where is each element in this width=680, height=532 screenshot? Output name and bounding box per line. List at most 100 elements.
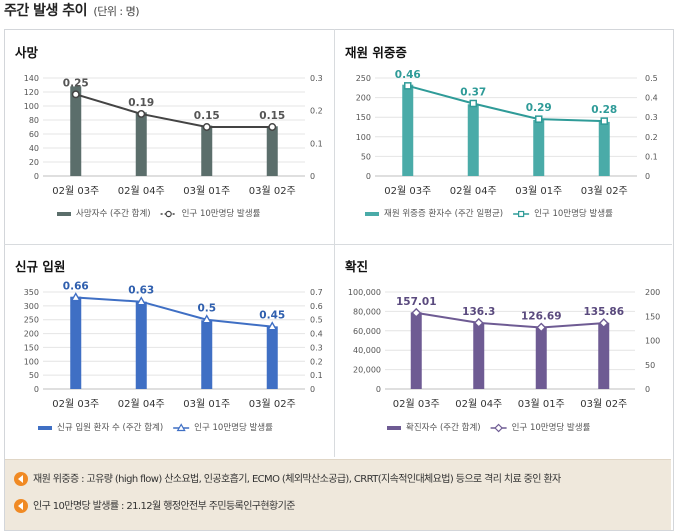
y-left-tick: 250 [24,316,39,325]
bar [70,296,82,389]
y-left-tick: 0 [376,385,381,394]
y-left-tick: 50 [361,152,371,161]
rate-line [75,93,273,128]
y-right-tick: 0.5 [310,316,323,325]
y-left-tick: 300 [24,302,39,311]
y-left-tick: 200 [24,330,39,339]
vertical-divider [334,29,335,457]
y-right-tick: 0.4 [645,94,658,103]
line-point [404,82,412,90]
bar [135,301,147,389]
category-label: 03월 02주 [581,185,628,197]
category-label: 03월 01주 [183,398,230,410]
data-label: 0.29 [526,102,552,114]
legend-bar-label: 신규 입원 환자 수 (주간 합계) [57,422,163,433]
bar [598,322,610,389]
legend-bar-label: 확진자수 (주간 합계) [406,422,481,433]
y-left-tick: 100 [356,133,371,142]
chart-title: 신규 입원 [15,259,65,274]
y-left-tick: 50 [29,371,39,380]
line-point [473,317,484,328]
legend-marker [165,210,172,218]
bar [201,320,213,389]
category-label: 02월 04주 [455,398,502,410]
y-right-tick: 0.3 [645,113,658,122]
y-right-tick: 0.3 [310,74,323,83]
rate-line [75,296,273,328]
y-left-tick: 350 [24,288,39,297]
y-right-tick: 0.1 [310,371,323,380]
rate-line [416,311,604,329]
note-text: 인구 10만명당 발생률 : 21.12월 행정안전부 주민등록인구현황기준 [33,501,295,512]
data-label: 157.01 [396,296,437,308]
y-right-tick: 0.3 [310,343,323,352]
chart-title: 사망 [15,45,39,60]
chart-title: 재원 위중증 [345,45,407,60]
data-label: 0.37 [460,86,486,98]
legend-bar-swatch [57,212,71,216]
data-label: 0.15 [259,110,285,122]
y-left-tick: 150 [24,343,39,352]
y-right-tick: 200 [645,288,660,297]
y-right-tick: 0 [310,172,315,181]
y-left-tick: 80,000 [353,307,381,316]
line-point [137,109,146,118]
line-point [202,123,211,131]
y-right-tick: 0.2 [645,133,658,142]
y-right-tick: 0.5 [645,74,658,83]
bar [467,104,479,176]
y-left-tick: 20 [29,158,39,167]
category-label: 02월 03주 [52,398,99,410]
y-right-tick: 0 [645,172,650,181]
data-label: 0.15 [194,110,220,122]
legend-bar-label: 사망자수 (주간 합계) [76,208,151,219]
legend-bar-swatch [365,212,379,216]
y-left-tick: 0 [34,385,39,394]
bar [410,312,422,389]
bar [533,119,545,176]
line-point [268,123,277,131]
y-left-tick: 60 [29,130,39,139]
bar [201,125,213,176]
category-label: 02월 04주 [118,398,165,410]
data-label: 135.86 [583,306,624,318]
note-text: 재원 위중증 : 고유량 (high flow) 산소요법, 인공호흡기, EC… [33,474,561,485]
chart-critical: 재원 위중증 0 50 100 150 200 250 0 0.1 0.2 0.3 0.4 0.5 02월… [345,45,658,219]
category-label: 03월 01주 [183,185,230,197]
y-right-tick: 0.2 [310,107,323,116]
legend-bar-swatch [38,426,52,430]
charts-frame [4,29,674,531]
note-rate-basis: 인구 10만명당 발생률 : 21.12월 행정안전부 주민등록인구현황기준 [14,497,295,513]
category-label: 02월 04주 [450,185,497,197]
y-right-tick: 0.2 [310,357,323,366]
y-left-tick: 120 [24,88,39,97]
legend-line-label: 인구 10만명당 발생률 [534,208,613,219]
bar [598,121,610,176]
y-left-tick: 40 [29,144,39,153]
y-left-tick: 150 [356,113,371,122]
bar [402,84,414,176]
category-label: 02월 03주 [384,185,431,197]
line-point [70,292,81,302]
notes-box: 재원 위중증 : 고유량 (high flow) 산소요법, 인공호흡기, EC… [5,459,671,530]
y-right-tick: 150 [645,312,660,321]
line-point [598,318,609,329]
chart-confirmed: 확진 0 20,000 40,000 60,000 80,000 100,000 0 50 100… [345,259,660,433]
bar [70,86,82,176]
y-left-tick: 140 [24,74,39,83]
y-left-tick: 250 [356,74,371,83]
rate-line [407,84,605,123]
legend-line-label: 인구 10만명당 발생률 [182,208,261,219]
line-point [71,90,80,99]
speaker-icon [14,472,28,486]
y-left-tick: 200 [356,94,371,103]
line-point [536,322,547,333]
horizontal-divider [4,244,672,245]
line-point [469,99,477,108]
y-right-tick: 50 [645,361,655,370]
note-critical-definition: 재원 위중증 : 고유량 (high flow) 산소요법, 인공호흡기, EC… [14,470,561,486]
bar [473,322,485,389]
line-point [136,296,147,306]
category-label: 03월 02주 [249,398,296,410]
category-label: 02월 04주 [118,185,165,197]
